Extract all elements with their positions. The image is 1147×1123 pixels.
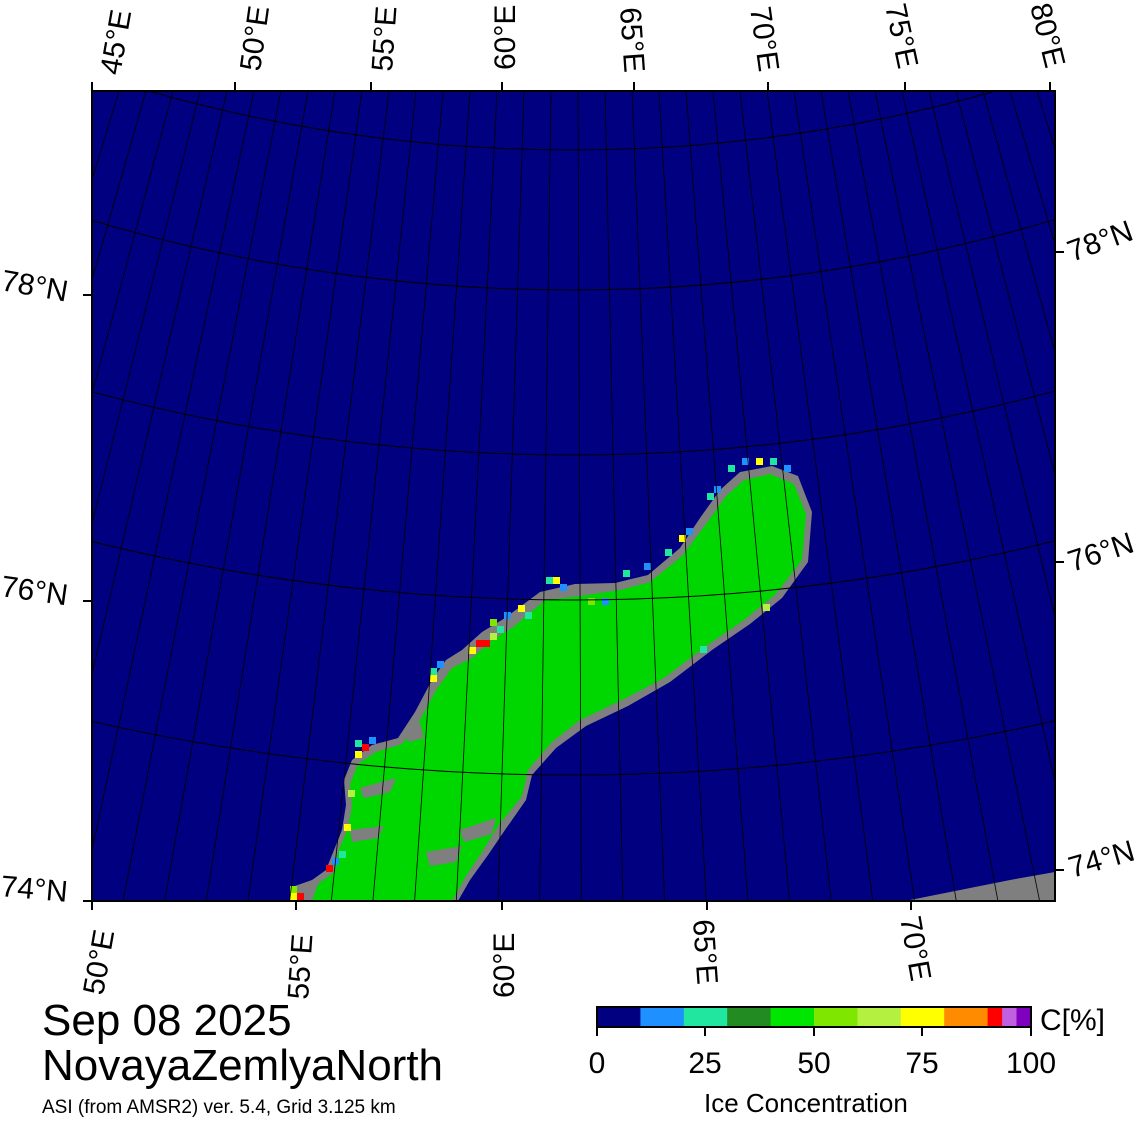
right-latitude-labels: 78°N 76°N 74°N xyxy=(1063,215,1138,885)
bottom-longitude-labels: 50°E 55°E 60°E 65°E 70°E xyxy=(77,913,937,1000)
top-lon-label: 80°E xyxy=(1023,0,1071,71)
meridian-line xyxy=(205,91,336,901)
meridian-line xyxy=(874,91,1040,901)
ice-concentration-pixels xyxy=(290,458,791,900)
meridian-line xyxy=(92,91,228,677)
meridian-line xyxy=(372,91,444,901)
data-source: ASI (from AMSR2) ver. 5.4, Grid 3.125 km xyxy=(42,1097,396,1118)
meridian-line xyxy=(901,91,1055,785)
colorbar-tick-label: 25 xyxy=(688,1047,721,1080)
left-lat-label: 74°N xyxy=(0,870,69,909)
colorbar-cell xyxy=(814,1007,858,1027)
top-lon-label: 70°E xyxy=(743,4,785,73)
top-lon-label: 45°E xyxy=(94,7,138,77)
meridian-line xyxy=(820,91,957,901)
colorbar-cell xyxy=(857,1007,902,1027)
fjord-2 xyxy=(426,846,462,866)
meridian-line xyxy=(330,91,417,901)
graticule xyxy=(92,91,1055,901)
colorbar-cell xyxy=(640,1007,685,1027)
colorbar: C[%] 0 25 50 75 100 xyxy=(589,1004,1105,1080)
meridian-line xyxy=(92,91,93,93)
meridian-line xyxy=(712,91,790,901)
left-lat-label: 76°N xyxy=(0,570,70,612)
colorbar-unit: C[%] xyxy=(1040,1004,1105,1037)
meridian-line xyxy=(604,91,624,901)
meridian-line xyxy=(1009,91,1055,246)
bottom-lon-label: 55°E xyxy=(282,933,319,1001)
fjord-1 xyxy=(350,826,384,842)
axis-ticks xyxy=(83,82,1064,910)
meridian-line xyxy=(793,91,915,901)
bottom-lon-label: 50°E xyxy=(77,927,121,997)
meridian-line xyxy=(685,91,749,901)
meridian-line xyxy=(289,91,390,901)
meridian-line xyxy=(658,91,707,901)
mainland-coast xyxy=(905,872,1055,901)
meridian-line xyxy=(982,91,1055,354)
meridian-line xyxy=(955,91,1055,478)
meridian-line xyxy=(414,91,471,901)
meridian-line xyxy=(847,91,999,901)
colorbar-cell xyxy=(900,1007,945,1027)
left-latitude-labels: 78°N 76°N 74°N xyxy=(0,264,71,908)
map-frame xyxy=(91,90,1056,902)
meridian-line xyxy=(164,91,309,901)
colorbar-cell xyxy=(1002,1007,1018,1027)
top-lon-label: 65°E xyxy=(613,6,650,74)
colorbar-cell xyxy=(1016,1007,1032,1027)
colorbar-cell xyxy=(944,1007,989,1027)
meridian-line xyxy=(92,91,255,853)
meridian-line xyxy=(497,91,525,901)
meridian-line xyxy=(247,91,363,901)
right-lat-label: 76°N xyxy=(1064,527,1138,579)
fjord-3 xyxy=(360,778,396,798)
colorbar-cell xyxy=(683,1007,728,1027)
novaya-zemlya-island xyxy=(312,474,806,901)
top-lon-label: 55°E xyxy=(366,5,403,73)
map-date: Sep 08 2025 xyxy=(42,996,292,1045)
bottom-lon-label: 70°E xyxy=(893,913,937,983)
fjord-5 xyxy=(460,818,496,842)
colorbar-cell xyxy=(770,1007,815,1027)
top-lon-label: 75°E xyxy=(878,1,924,72)
meridian-line xyxy=(122,91,282,901)
meridian-line xyxy=(92,91,174,396)
colorbar-title: Ice Concentration xyxy=(704,1088,908,1118)
region-name: NovayaZemlyaNorth xyxy=(42,1041,444,1090)
parallel-line xyxy=(147,91,997,151)
colorbar-tick-label: 50 xyxy=(797,1047,830,1080)
right-lat-label: 78°N xyxy=(1063,215,1137,269)
meridian-line xyxy=(455,91,498,901)
meridian-line xyxy=(928,91,1055,620)
meridian-line xyxy=(577,91,582,901)
top-lon-label: 50°E xyxy=(234,4,276,73)
colorbar-cell xyxy=(727,1007,772,1027)
meridian-line xyxy=(631,91,665,901)
bottom-lon-label: 60°E xyxy=(488,933,521,998)
colorbar-cell xyxy=(987,1007,1003,1027)
colorbar-tick-label: 100 xyxy=(1006,1047,1056,1080)
meridian-line xyxy=(539,91,552,901)
meridian-line xyxy=(92,91,201,526)
meridian-line xyxy=(739,91,832,901)
colorbar-cell xyxy=(597,1007,641,1027)
colorbar-tick-label: 0 xyxy=(589,1047,606,1080)
bottom-lon-label: 65°E xyxy=(686,918,723,986)
left-lat-label: 78°N xyxy=(0,264,71,308)
fjord-4 xyxy=(404,722,424,742)
meridian-line xyxy=(766,91,874,901)
colorbar-tick-label: 75 xyxy=(905,1047,938,1080)
top-lon-label: 60°E xyxy=(489,5,522,70)
top-longitude-labels: 45°E 50°E 55°E 60°E 65°E 70°E 75°E 80°E xyxy=(94,0,1071,77)
meridian-line xyxy=(92,91,147,282)
right-lat-label: 74°N xyxy=(1065,835,1139,885)
